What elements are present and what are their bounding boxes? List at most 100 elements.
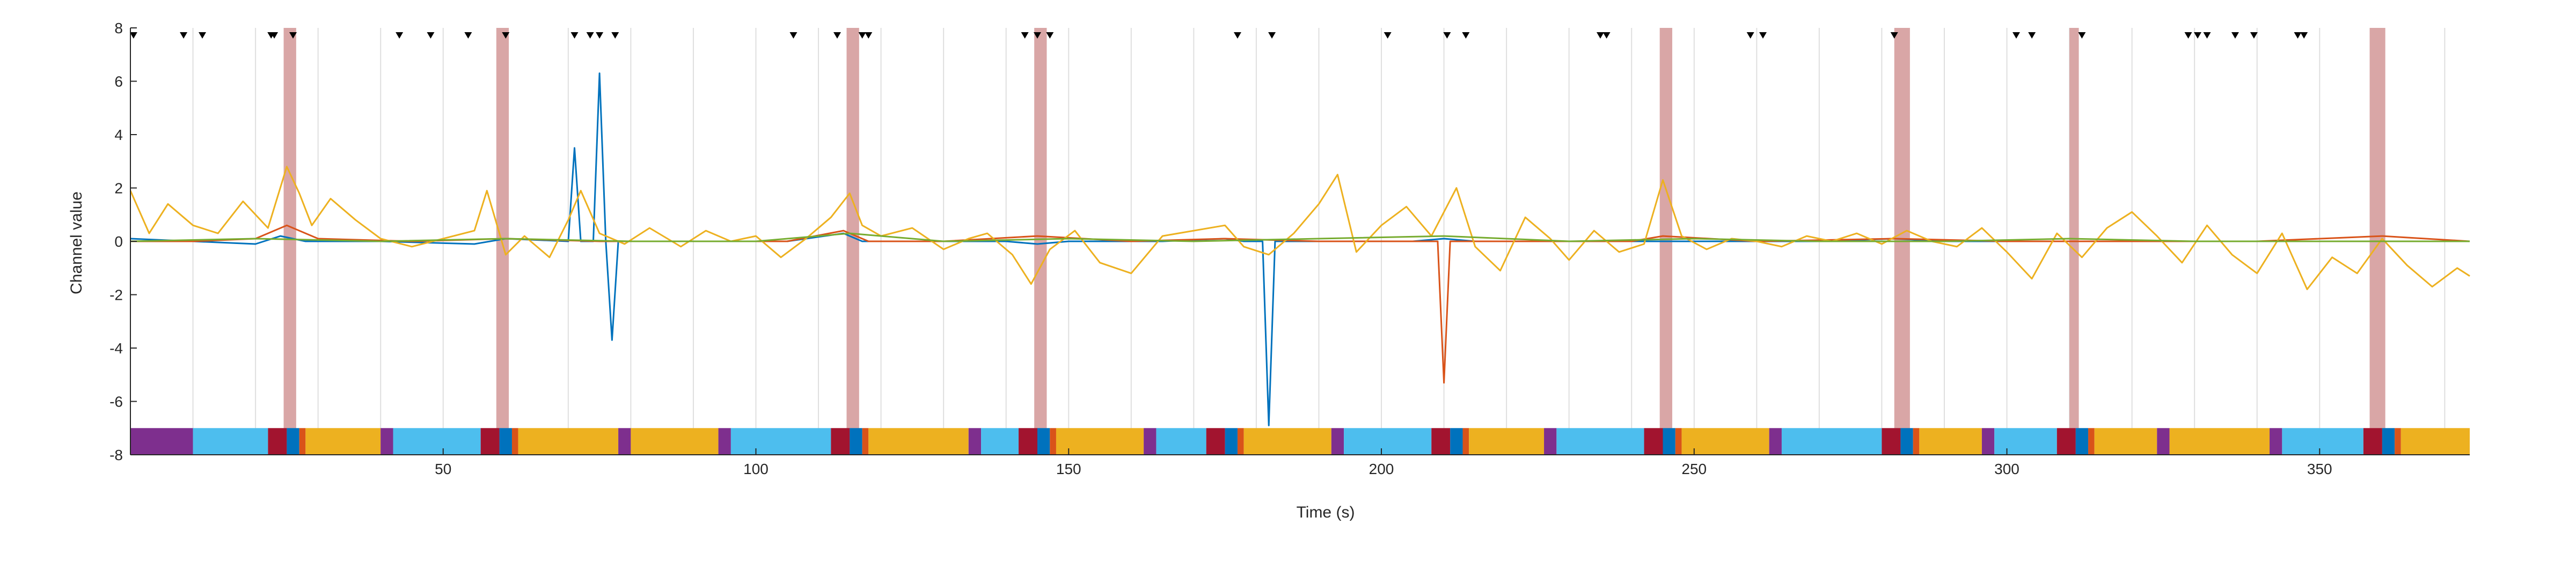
state-segment	[2057, 428, 2076, 455]
y-tick-label: 0	[114, 233, 123, 250]
event-marker	[129, 32, 137, 39]
event-marker	[427, 32, 435, 39]
state-segment	[1769, 428, 1782, 455]
state-segment	[299, 428, 306, 455]
state-segment	[1019, 428, 1037, 455]
state-segment	[1431, 428, 1451, 455]
state-segment	[268, 428, 287, 455]
event-marker	[1384, 32, 1392, 39]
y-tick-label: 4	[114, 127, 123, 143]
state-segment	[1681, 428, 1769, 455]
state-segment	[1331, 428, 1344, 455]
state-segment	[1462, 428, 1469, 455]
state-segment	[730, 428, 831, 455]
state-segment	[2270, 428, 2282, 455]
event-marker	[865, 32, 873, 39]
y-tick-label: 6	[114, 73, 123, 90]
state-segment	[1544, 428, 1557, 455]
state-segment	[380, 428, 393, 455]
event-marker	[2078, 32, 2086, 39]
event-marker	[1443, 32, 1451, 39]
event-marker	[270, 32, 279, 39]
state-segment	[1882, 428, 1901, 455]
state-segment	[480, 428, 500, 455]
state-segment	[1206, 428, 1225, 455]
state-segment	[981, 428, 1019, 455]
state-segment	[130, 428, 193, 455]
state-segment	[1913, 428, 1920, 455]
state-segment	[1644, 428, 1663, 455]
state-segment	[1663, 428, 1675, 455]
event-marker	[2203, 32, 2211, 39]
series-line-4	[130, 232, 2470, 242]
state-segment	[518, 428, 619, 455]
event-marker	[464, 32, 472, 39]
state-segment	[718, 428, 731, 455]
state-segment	[1243, 428, 1331, 455]
event-marker	[1462, 32, 1470, 39]
event-marker	[180, 32, 188, 39]
event-marker	[502, 32, 510, 39]
event-marker	[2300, 32, 2308, 39]
state-segment	[2094, 428, 2157, 455]
event-marker	[199, 32, 207, 39]
state-segment	[1144, 428, 1157, 455]
event-marker	[1596, 32, 1604, 39]
event-marker	[2294, 32, 2302, 39]
state-segment	[393, 428, 481, 455]
y-axis-label: Channel value	[68, 191, 85, 294]
state-segment	[862, 428, 869, 455]
state-segment	[499, 428, 512, 455]
shaded-interval	[1034, 28, 1047, 455]
event-marker	[833, 32, 841, 39]
state-segment	[2382, 428, 2395, 455]
state-segment	[2169, 428, 2270, 455]
state-segment	[2088, 428, 2095, 455]
event-marker	[289, 32, 297, 39]
event-marker	[586, 32, 594, 39]
state-segment	[1981, 428, 1995, 455]
event-marker	[1233, 32, 1241, 39]
y-tick-label: 2	[114, 180, 123, 197]
event-marker	[596, 32, 604, 39]
event-marker	[1046, 32, 1054, 39]
x-tick-label: 100	[743, 461, 769, 477]
shaded-interval	[846, 28, 859, 455]
event-marker	[1021, 32, 1029, 39]
series-line-2	[130, 224, 2470, 384]
x-tick-label: 350	[2307, 461, 2332, 477]
series-layer	[129, 72, 2470, 426]
state-segment	[1050, 428, 1056, 455]
state-segment	[1556, 428, 1644, 455]
state-segment	[1056, 428, 1144, 455]
x-axis-label: Time (s)	[1297, 504, 1355, 521]
state-segment	[1919, 428, 1982, 455]
axes-layer	[130, 27, 2470, 455]
event-marker	[2231, 32, 2239, 39]
state-segment	[511, 428, 518, 455]
state-segment	[1900, 428, 1913, 455]
state-segment	[1450, 428, 1463, 455]
y-tick-label: 8	[114, 20, 123, 36]
state-segment	[1225, 428, 1238, 455]
y-tick-label: -4	[109, 340, 123, 357]
state-segment	[831, 428, 850, 455]
x-tick-label: 300	[1994, 461, 2019, 477]
state-segment	[2363, 428, 2382, 455]
state-segment	[868, 428, 969, 455]
state-segment	[2075, 428, 2089, 455]
state-segment	[631, 428, 719, 455]
event-marker	[2012, 32, 2021, 39]
state-segment	[2157, 428, 2170, 455]
series-line-1	[130, 72, 2470, 426]
state-segment	[968, 428, 982, 455]
event-marker	[570, 32, 579, 39]
state-segment	[2282, 428, 2363, 455]
y-tick-label: -8	[109, 447, 123, 463]
event-marker	[2184, 32, 2192, 39]
event-marker	[1602, 32, 1611, 39]
state-segment	[1156, 428, 1206, 455]
state-segment	[618, 428, 631, 455]
state-segment	[1469, 428, 1545, 455]
